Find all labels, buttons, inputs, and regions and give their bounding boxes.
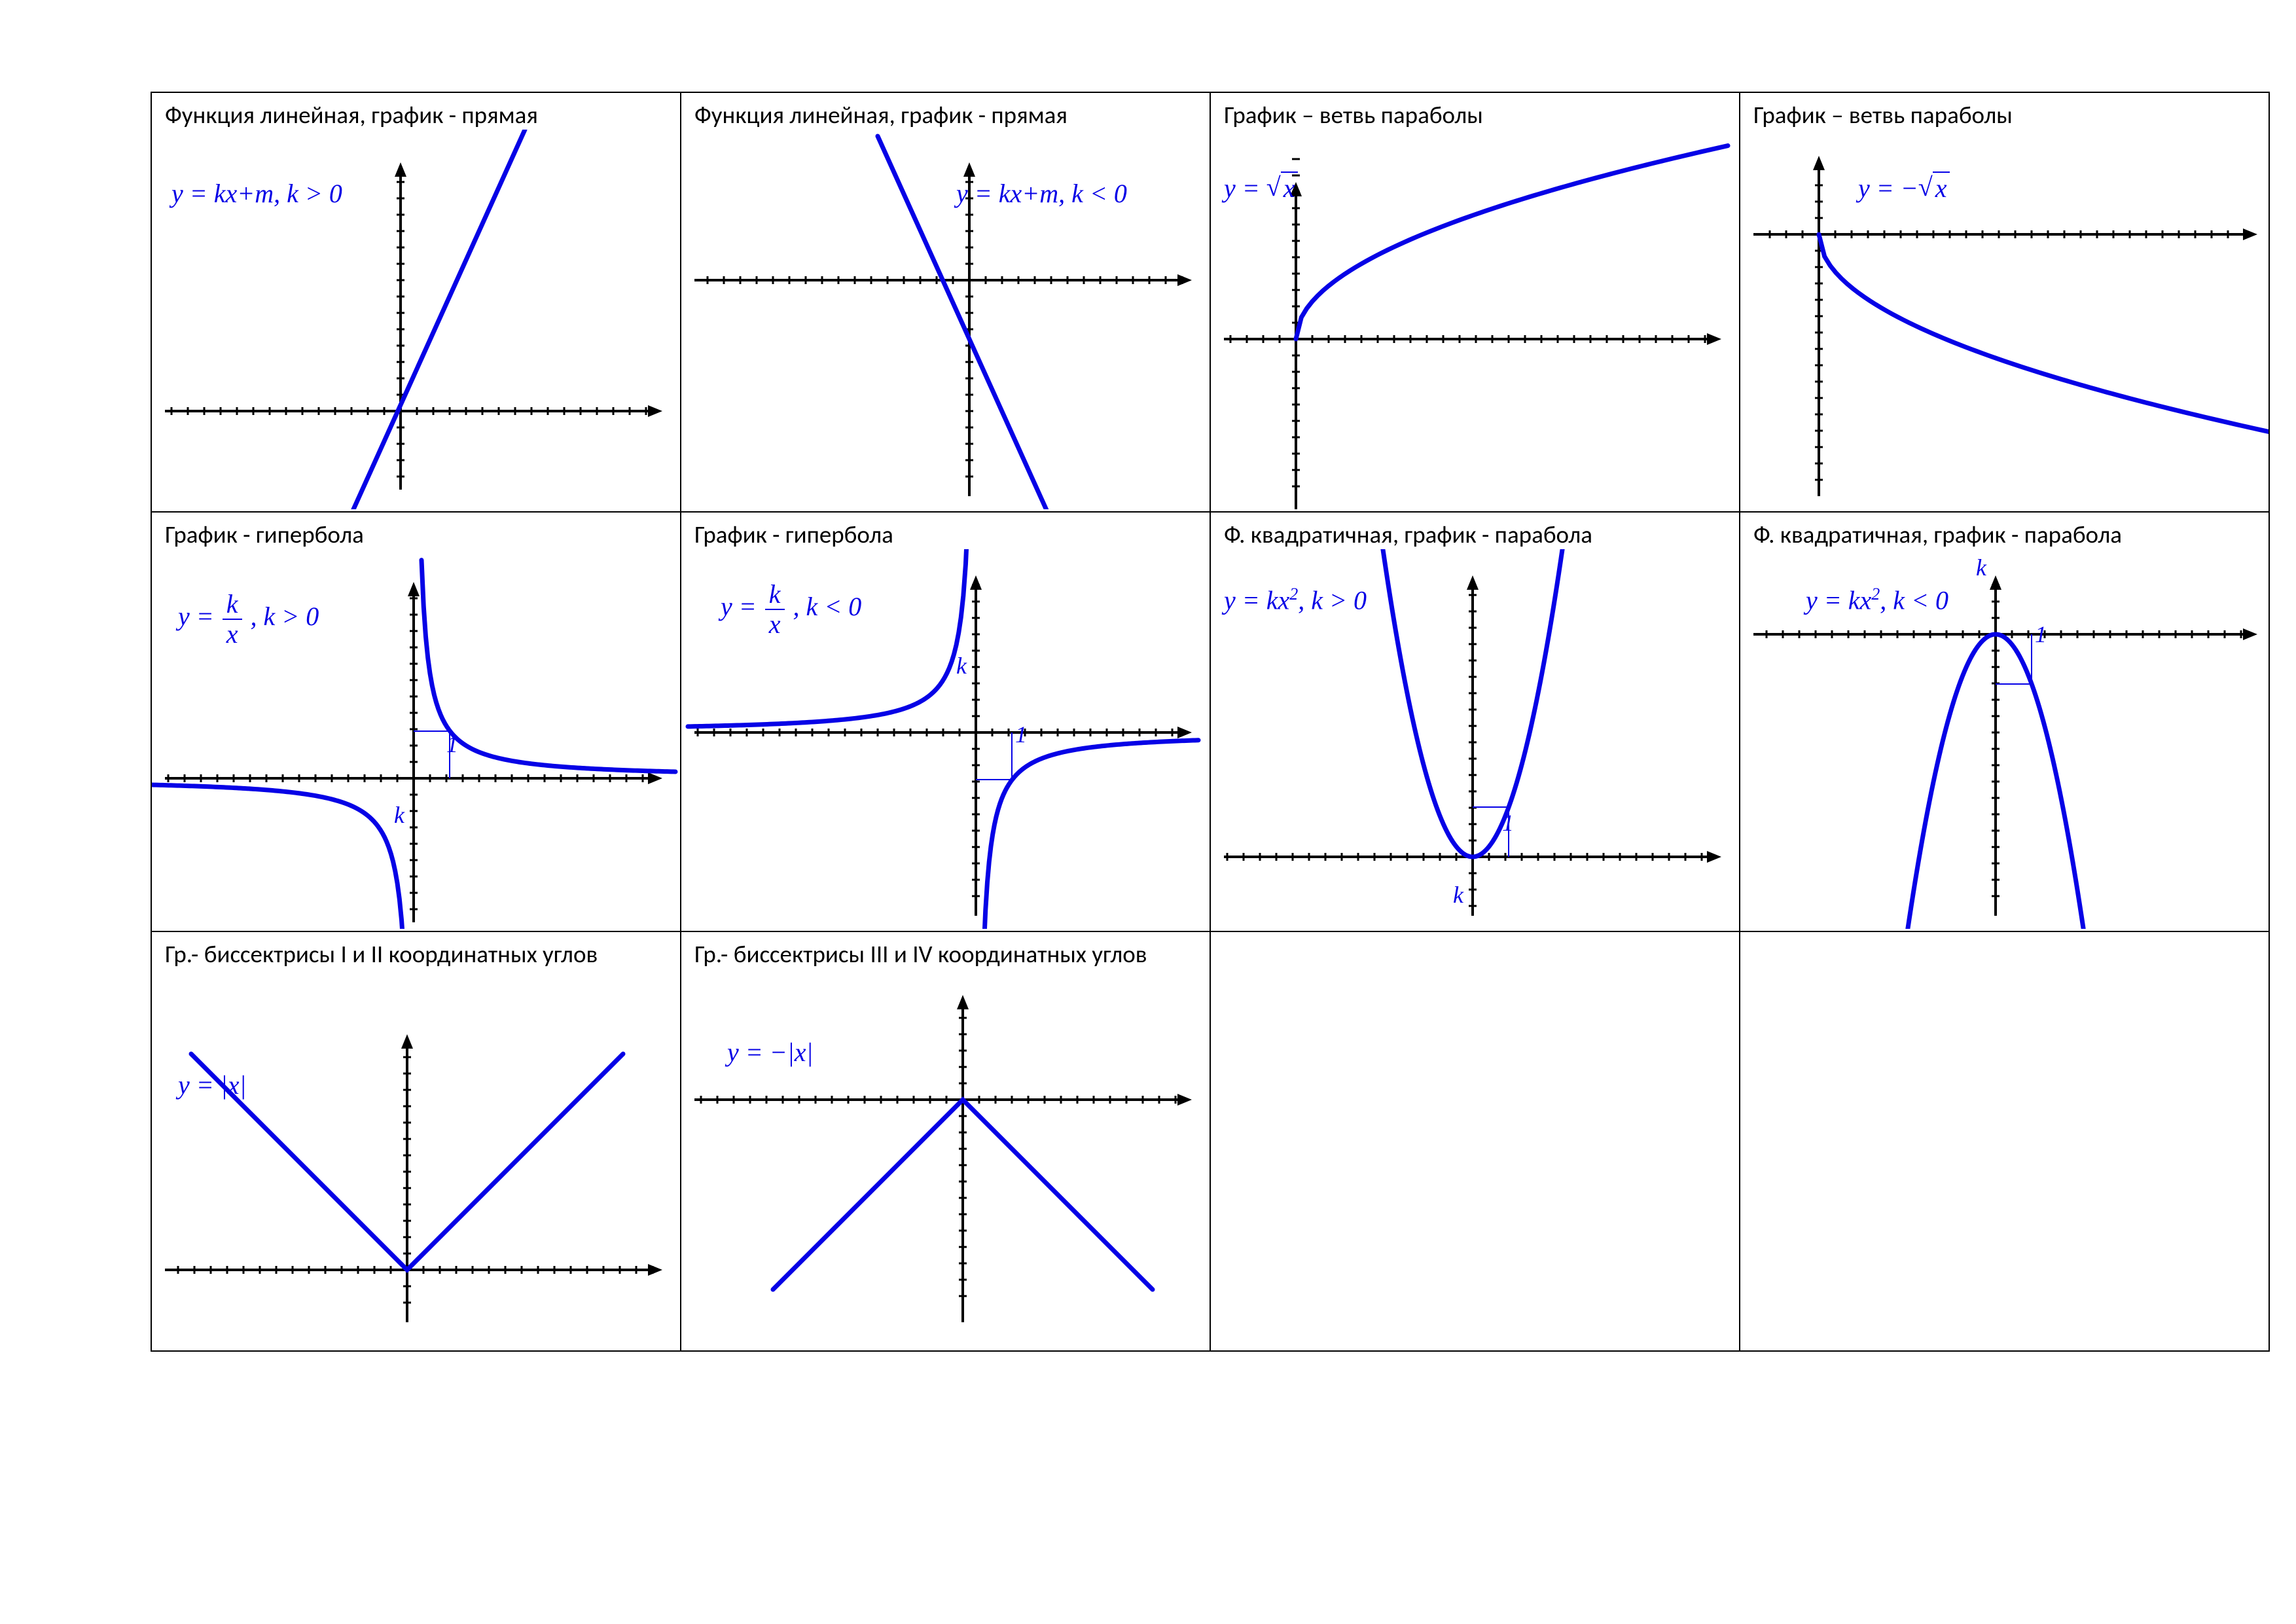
cell-formula: y = x	[1224, 171, 1298, 204]
cell-title: Ф. квадратичная, график - парабола	[1740, 513, 2269, 549]
cell-formula: y = |x|	[178, 1070, 247, 1100]
cell-title: Функция линейная, график - прямая	[681, 93, 1210, 130]
cell-c22	[1210, 931, 1740, 1351]
chart-svg	[152, 969, 680, 1335]
cell-title: Ф. квадратичная, график - парабола	[1211, 513, 1739, 549]
svg-text:1: 1	[2035, 621, 2047, 647]
svg-text:k: k	[394, 802, 405, 828]
cell-c10: График - гипербола y = kx , k > 0 1 k	[151, 512, 681, 931]
cell-c01: Функция линейная, график - прямая y = kx…	[681, 92, 1210, 512]
cell-c13: Ф. квадратичная, график - парабола y = k…	[1740, 512, 2269, 931]
cell-title: Гр.- биссектрисы I и II координатных угл…	[152, 932, 680, 969]
svg-text:1: 1	[1015, 721, 1027, 748]
svg-text:k: k	[1453, 882, 1464, 908]
svg-text:1: 1	[1502, 810, 1514, 836]
cell-formula: y = −|x|	[727, 1037, 813, 1068]
cell-formula: y = kx+m, k < 0	[956, 178, 1127, 209]
cell-title: Гр.- биссектрисы III и IV координатных у…	[681, 932, 1210, 969]
cell-formula: y = kx+m, k > 0	[171, 178, 342, 209]
cell-c23	[1740, 931, 2269, 1351]
cell-title: График - гипербола	[152, 513, 680, 549]
cell-formula: y = kx2, k > 0	[1224, 585, 1367, 615]
chart-svg	[681, 130, 1210, 509]
cell-formula: y = kx , k > 0	[178, 591, 319, 647]
cell-c03: График – ветвь параболы y = −x	[1740, 92, 2269, 512]
cell-c11: График - гипербола y = kx , k < 0 1 k	[681, 512, 1210, 931]
cell-title: График – ветвь параболы	[1740, 93, 2269, 130]
cell-formula: y = −x	[1858, 171, 1950, 204]
cell-c00: Функция линейная, график - прямая y = kx…	[151, 92, 681, 512]
cell-formula: y = kx2, k < 0	[1806, 585, 1948, 615]
cell-title: График - гипербола	[681, 513, 1210, 549]
page: Функция линейная, график - прямая y = kx…	[0, 0, 2296, 1352]
chart-svg	[681, 969, 1210, 1335]
cell-c20: Гр.- биссектрисы I и II координатных угл…	[151, 931, 681, 1351]
cell-c02: График – ветвь параболы y = x	[1210, 92, 1740, 512]
cell-title: График – ветвь параболы	[1211, 93, 1739, 130]
chart-svg	[1740, 130, 2269, 509]
cell-c21: Гр.- биссектрисы III и IV координатных у…	[681, 931, 1210, 1351]
svg-text:1: 1	[446, 731, 458, 757]
cell-title: Функция линейная, график - прямая	[152, 93, 680, 130]
cell-c12: Ф. квадратичная, график - парабола y = k…	[1210, 512, 1740, 931]
chart-grid: Функция линейная, график - прямая y = kx…	[151, 92, 2270, 1352]
svg-text:k: k	[1976, 554, 1987, 581]
cell-formula: y = kx , k < 0	[721, 581, 861, 638]
svg-text:k: k	[956, 653, 967, 679]
